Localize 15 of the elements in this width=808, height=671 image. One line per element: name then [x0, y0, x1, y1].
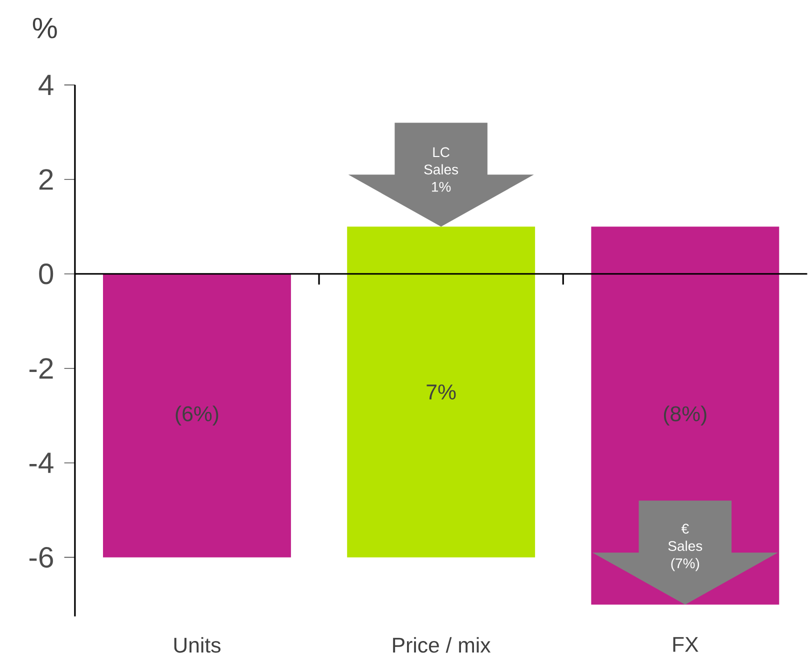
x-tick-label: Price / mix [393, 636, 491, 653]
annotation: LC Sales 1% [424, 147, 458, 192]
data-label: (8%) [664, 406, 706, 426]
y-tick-label: -6 [29, 546, 53, 568]
x-tick-label: Units [174, 636, 220, 653]
y-tick-label: 0 [39, 263, 54, 284]
annotation: € Sales (7%) [668, 524, 702, 571]
y-tick-label: -2 [29, 358, 53, 378]
data-label: (6%) [176, 406, 218, 426]
data-label: 7% [426, 384, 456, 400]
y-tick-label: -4 [29, 452, 54, 473]
x-tick-label: FX [673, 636, 698, 652]
y-tick-label: 4 [38, 74, 54, 95]
y-tick-label: 2 [39, 169, 53, 190]
y-axis-title: % [32, 18, 57, 38]
